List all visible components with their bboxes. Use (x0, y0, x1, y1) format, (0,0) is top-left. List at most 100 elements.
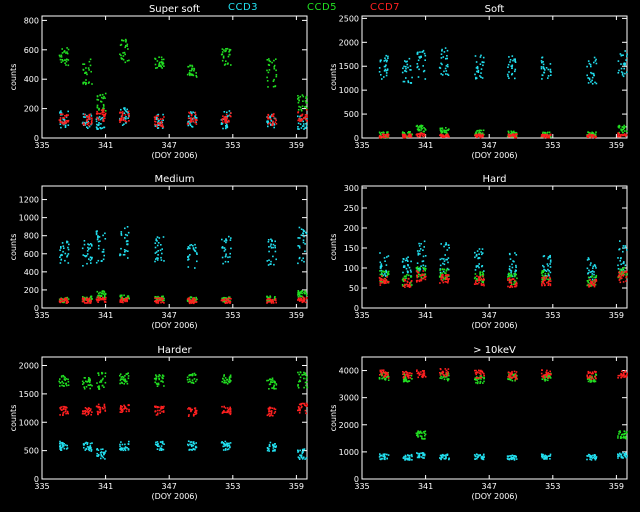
data-point (65, 406, 67, 408)
data-point (104, 238, 107, 240)
data-point (186, 298, 189, 300)
data-point (482, 458, 485, 461)
data-point (96, 113, 98, 115)
data-point (269, 445, 271, 447)
data-point (61, 52, 64, 54)
data-point (622, 245, 625, 247)
data-point (507, 371, 510, 373)
data-point (406, 381, 409, 383)
data-point (620, 437, 622, 439)
data-point (385, 371, 387, 374)
data-point (513, 374, 516, 377)
data-point (272, 447, 275, 449)
data-point (100, 448, 102, 451)
data-point (90, 408, 92, 410)
data-point (440, 57, 443, 59)
data-point (63, 447, 66, 450)
data-point (271, 407, 273, 409)
data-point (386, 276, 388, 278)
data-point (415, 270, 418, 272)
data-point (304, 116, 307, 118)
data-point (230, 247, 232, 250)
data-point (424, 54, 427, 57)
data-point (481, 456, 484, 458)
data-point (417, 452, 419, 455)
data-point (269, 245, 272, 247)
data-point (541, 134, 543, 136)
data-point (448, 278, 450, 280)
data-point (190, 69, 193, 72)
data-point (386, 457, 388, 460)
x-axis-label: (DOY 2006) (151, 321, 197, 330)
plot-frame (41, 356, 308, 480)
data-point (302, 241, 305, 244)
data-point (225, 113, 228, 116)
data-point (83, 410, 85, 412)
data-point (190, 408, 192, 411)
data-point (268, 296, 270, 299)
data-point (447, 368, 450, 370)
data-point (514, 70, 516, 73)
data-point (403, 455, 405, 458)
data-point (419, 435, 422, 437)
data-point (272, 85, 275, 88)
data-point (403, 132, 405, 134)
data-point (595, 62, 598, 65)
data-point (97, 259, 100, 262)
data-point (387, 131, 389, 133)
data-point (541, 278, 543, 281)
data-point (515, 264, 517, 267)
data-point (62, 414, 64, 416)
data-point (423, 52, 426, 55)
data-point (163, 443, 165, 445)
data-point (385, 271, 387, 274)
data-point (511, 372, 513, 375)
data-point (61, 59, 63, 61)
data-point (89, 58, 92, 61)
data-point (481, 275, 484, 277)
data-point (440, 457, 442, 460)
data-point (96, 238, 99, 241)
data-point (306, 116, 308, 119)
data-point (272, 300, 274, 302)
data-point (154, 57, 156, 60)
data-point (448, 457, 450, 460)
data-point (268, 259, 270, 261)
data-point (97, 405, 99, 408)
data-point (303, 456, 305, 459)
data-point (190, 73, 192, 75)
data-point (88, 297, 91, 300)
data-point (99, 127, 101, 129)
data-point (508, 458, 511, 461)
data-point (406, 274, 408, 276)
data-point (621, 274, 624, 276)
data-point (382, 131, 385, 133)
plot-frame (361, 356, 628, 480)
data-point (546, 369, 548, 372)
data-point (65, 122, 67, 124)
series-ccd7 (378, 270, 628, 289)
data-point (590, 380, 593, 383)
data-point (82, 113, 85, 115)
data-point (122, 52, 124, 54)
data-point (162, 377, 164, 380)
data-point (622, 452, 624, 454)
data-point (474, 276, 477, 279)
data-point (387, 57, 389, 59)
data-point (542, 131, 544, 134)
data-point (378, 131, 381, 134)
data-point (549, 277, 551, 280)
data-point (379, 280, 381, 282)
data-point (297, 385, 299, 387)
data-point (446, 372, 449, 375)
data-point (624, 130, 626, 132)
data-point (409, 282, 412, 284)
data-point (595, 82, 598, 85)
data-point (60, 406, 62, 408)
data-point (419, 279, 421, 281)
data-point (617, 437, 619, 439)
data-point (419, 248, 422, 250)
y-tick-label: 2000 (339, 38, 359, 47)
data-point (271, 240, 273, 243)
data-point (305, 412, 307, 415)
